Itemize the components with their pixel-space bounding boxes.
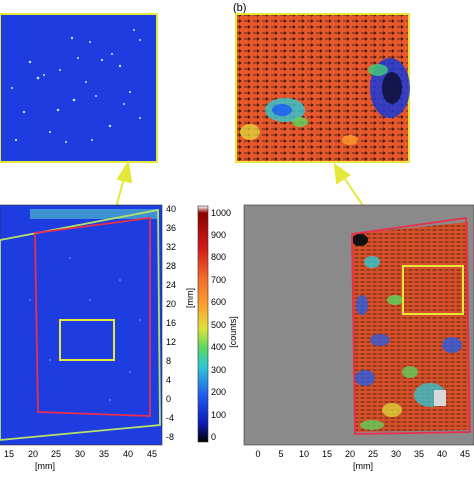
colorbar-ticks: 1000 900 800 700 600 500 400 300 200 100… — [211, 208, 231, 442]
x-tick-label: 25 — [51, 449, 61, 459]
x-tick-label: 35 — [414, 449, 424, 459]
x-tick-label: 15 — [322, 449, 332, 459]
vector-field-vortices — [240, 58, 410, 145]
y-tick-label: 16 — [166, 318, 176, 328]
vector-field-data — [352, 222, 470, 432]
right-x-axis-unit: [mm] — [353, 461, 373, 471]
left-x-axis-unit: [mm] — [35, 461, 55, 471]
panel-b-label: (b) — [233, 2, 246, 14]
vector-field-structures — [352, 234, 462, 430]
y-tick-label: -4 — [166, 413, 174, 423]
y-tick-label: 0 — [166, 394, 171, 404]
y-tick-label: 8 — [166, 356, 171, 366]
colorbar-tick-label: 300 — [211, 365, 226, 375]
left-y-axis-unit: [mm] — [185, 288, 195, 308]
colorbar-tick-label: 100 — [211, 410, 226, 420]
y-tick-label: 20 — [166, 299, 176, 309]
particle-image-glare — [30, 209, 158, 219]
colorbar-tick-label: 0 — [211, 432, 216, 442]
x-tick-label: 40 — [123, 449, 133, 459]
left-y-axis: 40 36 32 28 24 20 16 12 8 4 0 -4 -8 — [166, 204, 176, 442]
x-tick-label: 40 — [437, 449, 447, 459]
y-tick-label: 28 — [166, 261, 176, 271]
x-tick-label: 30 — [391, 449, 401, 459]
colorbar-tick-label: 500 — [211, 320, 226, 330]
y-tick-label: 12 — [166, 337, 176, 347]
colorbar-tick-label: 800 — [211, 252, 226, 262]
x-tick-label: 5 — [278, 449, 283, 459]
colorbar-tick-label: 400 — [211, 342, 226, 352]
zoom-box-right — [402, 265, 464, 315]
colorbar-tick-label: 1000 — [211, 208, 231, 218]
colorbar-tick-label: 200 — [211, 387, 226, 397]
y-tick-label: 4 — [166, 375, 171, 385]
region-of-interest-frame-left — [0, 208, 161, 441]
x-tick-label: 10 — [299, 449, 309, 459]
zoom-box-left — [59, 319, 115, 361]
y-tick-label: 24 — [166, 280, 176, 290]
y-tick-label: 32 — [166, 242, 176, 252]
x-tick-label: 45 — [460, 449, 470, 459]
x-tick-label: 20 — [28, 449, 38, 459]
colorbar-tick-label: 700 — [211, 275, 226, 285]
particle-dots — [11, 29, 141, 143]
x-tick-label: 30 — [75, 449, 85, 459]
y-tick-label: -8 — [166, 432, 174, 442]
colorbar-unit: [counts] — [228, 316, 238, 348]
left-x-axis: 15 20 25 30 35 40 45 — [4, 449, 157, 459]
y-tick-label: 36 — [166, 223, 176, 233]
x-tick-label: 15 — [4, 449, 14, 459]
particle-image — [0, 204, 163, 446]
zoom-particle-image — [0, 13, 158, 163]
region-of-interest-right — [351, 216, 471, 435]
right-x-axis: 0 5 10 15 20 25 30 35 40 45 — [255, 449, 470, 459]
x-tick-label: 25 — [368, 449, 378, 459]
y-tick-label: 40 — [166, 204, 176, 214]
colorbar-tick-label: 900 — [211, 230, 226, 240]
x-tick-label: 20 — [345, 449, 355, 459]
colorbar-tick-label: 600 — [211, 297, 226, 307]
x-tick-label: 35 — [99, 449, 109, 459]
colorbar — [197, 205, 209, 443]
x-tick-label: 0 — [255, 449, 260, 459]
x-tick-label: 45 — [147, 449, 157, 459]
region-of-interest-left — [34, 216, 151, 417]
